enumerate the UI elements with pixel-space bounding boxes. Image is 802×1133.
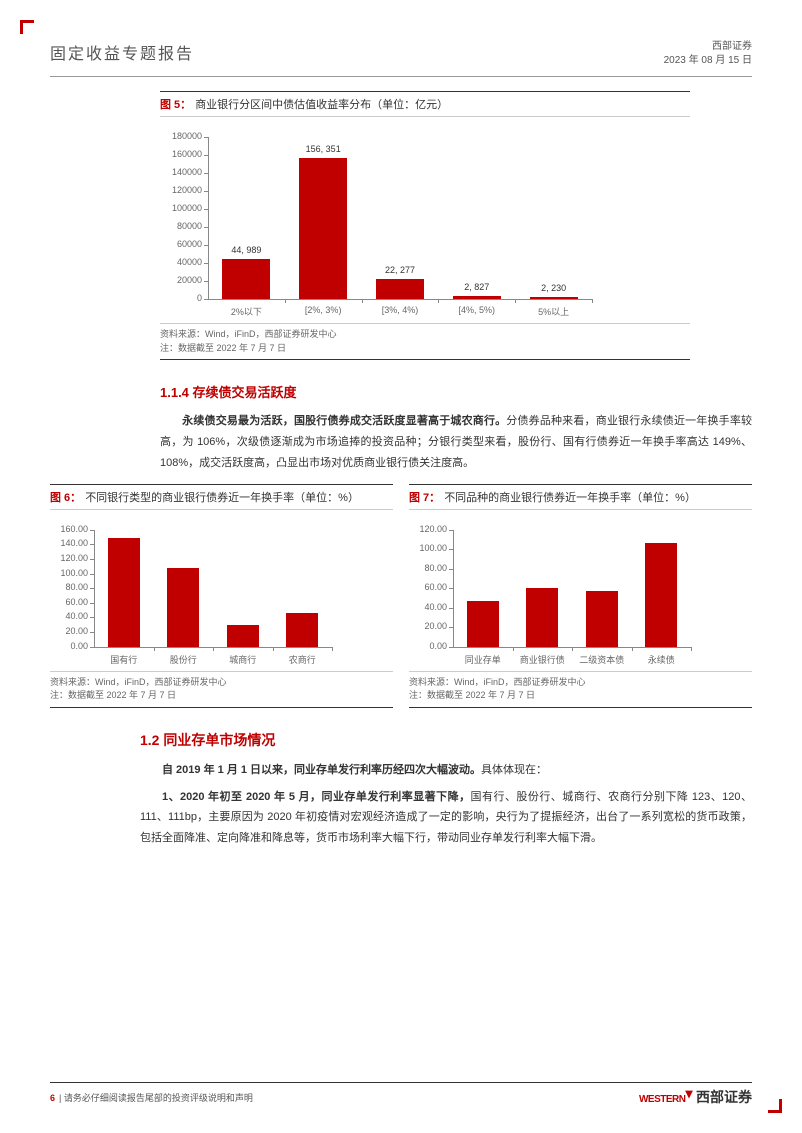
company-name: 西部证券 [664, 40, 752, 54]
section-12-p1-rest: 具体体现在： [481, 764, 547, 776]
bar [286, 613, 318, 647]
header-meta: 西部证券 2023 年 08 月 15 日 [664, 40, 752, 68]
bar [530, 297, 578, 299]
section-12-p1: 自 2019 年 1 月 1 日以来，同业存单发行利率历经四次大幅波动。具体体现… [140, 760, 752, 781]
bar-value-label: 44, 989 [231, 245, 261, 255]
category-label: [4%, 5%) [437, 305, 517, 315]
ytick-label: 20000 [160, 275, 202, 285]
ytick-label: 40000 [160, 257, 202, 267]
ytick-label: 80.00 [409, 563, 447, 573]
bar [645, 543, 677, 646]
bar [376, 279, 424, 299]
ytick-label: 80.00 [50, 582, 88, 592]
ytick-label: 60000 [160, 239, 202, 249]
footer-text: 6| 请务必仔细阅读报告尾部的投资评级说明和声明 [50, 1091, 253, 1104]
figure-6-source: 资料来源：Wind，iFinD，西部证券研发中心 注：数据截至 2022 年 7… [50, 671, 393, 708]
ytick-label: 0.00 [409, 641, 447, 651]
bar [227, 625, 259, 647]
category-label: 永续债 [621, 653, 701, 666]
bar [108, 538, 140, 647]
section-12-p2: 1、2020 年初至 2020 年 5 月，同业存单发行利率显著下降，国有行、股… [140, 787, 752, 850]
bar [586, 591, 618, 647]
section-12-p2-bold: 1、2020 年初至 2020 年 5 月，同业存单发行利率显著下降， [162, 791, 471, 803]
figure-5: 图 5： 商业银行分区间中债估值收益率分布（单位：亿元） 0 20000 40000 6… [160, 91, 690, 360]
figure-6-label: 图 6： [50, 492, 81, 504]
ytick-label: 180000 [160, 131, 202, 141]
footer-disclaimer: 请务必仔细阅读报告尾部的投资评级说明和声明 [64, 1093, 253, 1103]
logo-mark-icon: WESTERN▾ [639, 1089, 692, 1106]
section-12-title: 1.2 同业存单市场情况 [140, 730, 752, 750]
figure-7-title: 图 7： 不同品种的商业银行债券近一年换手率（单位：%） [409, 484, 752, 510]
figure-7-source-text: 资料来源：Wind，iFinD，西部证券研发中心 [409, 676, 752, 690]
figure-7-source: 资料来源：Wind，iFinD，西部证券研发中心 注：数据截至 2022 年 7… [409, 671, 752, 708]
figure-5-title: 图 5： 商业银行分区间中债估值收益率分布（单位：亿元） [160, 91, 690, 117]
figure-7-caption: 不同品种的商业银行债券近一年换手率（单位：%） [444, 492, 696, 504]
bar-value-label: 2, 230 [541, 283, 566, 293]
report-title: 固定收益专题报告 [50, 40, 194, 64]
category-label: 农商行 [262, 653, 342, 666]
ytick-label: 60.00 [50, 597, 88, 607]
page-footer: 6| 请务必仔细阅读报告尾部的投资评级说明和声明 WESTERN▾ 西部证券 [50, 1082, 752, 1107]
ytick-label: 100000 [160, 203, 202, 213]
figure-6-source-text: 资料来源：Wind，iFinD，西部证券研发中心 [50, 676, 393, 690]
figure-5-label: 图 5： [160, 99, 191, 111]
ytick-label: 160.00 [50, 524, 88, 534]
ytick-label: 0.00 [50, 641, 88, 651]
category-label: 5%以上 [514, 305, 594, 318]
ytick-label: 40.00 [409, 602, 447, 612]
section-114-title: 1.1.4 存续债交易活跃度 [160, 382, 752, 401]
bar-value-label: 156, 351 [306, 144, 341, 154]
logo-text: 西部证券 [696, 1087, 752, 1107]
ytick-label: 100.00 [50, 568, 88, 578]
bar [467, 601, 499, 647]
ytick-label: 40.00 [50, 611, 88, 621]
category-label: [3%, 4%) [360, 305, 440, 315]
figure-6-note: 注：数据截至 2022 年 7 月 7 日 [50, 689, 393, 703]
ytick-label: 100.00 [409, 543, 447, 553]
page-header: 固定收益专题报告 西部证券 2023 年 08 月 15 日 [50, 40, 752, 77]
ytick-label: 120000 [160, 185, 202, 195]
ytick-label: 20.00 [50, 626, 88, 636]
figure-6-caption: 不同银行类型的商业银行债券近一年换手率（单位：%） [85, 492, 359, 504]
figure-5-source-text: 资料来源：Wind，iFinD，西部证券研发中心 [160, 328, 690, 342]
bar [526, 588, 558, 647]
corner-decoration-tl [20, 20, 34, 34]
section-12-p1-bold: 自 2019 年 1 月 1 日以来，同业存单发行利率历经四次大幅波动。 [162, 764, 481, 776]
ytick-label: 120.00 [409, 524, 447, 534]
page-number: 6 [50, 1093, 55, 1103]
ytick-label: 0 [160, 293, 202, 303]
ytick-label: 20.00 [409, 621, 447, 631]
figure-5-source: 资料来源：Wind，iFinD，西部证券研发中心 注：数据截至 2022 年 7… [160, 323, 690, 360]
bar [453, 296, 501, 299]
corner-decoration-br [768, 1099, 782, 1113]
bar-value-label: 2, 827 [464, 282, 489, 292]
figure-7: 图 7： 不同品种的商业银行债券近一年换手率（单位：%） 0.00 20.00 40.… [409, 484, 752, 708]
figure-6-chart: 0.00 20.00 40.00 60.00 80.00 100.00 120.00 140.… [50, 516, 340, 671]
bar [222, 259, 270, 299]
ytick-label: 120.00 [50, 553, 88, 563]
bar [299, 158, 347, 299]
category-label: 2%以下 [206, 305, 286, 318]
figure-7-note: 注：数据截至 2022 年 7 月 7 日 [409, 689, 752, 703]
category-label: [2%, 3%) [283, 305, 363, 315]
figure-5-note: 注：数据截至 2022 年 7 月 7 日 [160, 342, 690, 356]
figure-5-chart: 0 20000 40000 60000 80000 100000 120000 140000 1… [160, 123, 600, 323]
section-114-para: 永续债交易最为活跃，国股行债券成交活跃度显著高于城农商行。分债券品种来看，商业银… [160, 411, 752, 474]
ytick-label: 60.00 [409, 582, 447, 592]
figure-6: 图 6： 不同银行类型的商业银行债券近一年换手率（单位：%） 0.00 20.00 4… [50, 484, 393, 708]
figure-6-title: 图 6： 不同银行类型的商业银行债券近一年换手率（单位：%） [50, 484, 393, 510]
report-date: 2023 年 08 月 15 日 [664, 54, 752, 68]
bar-value-label: 22, 277 [385, 265, 415, 275]
figure-7-label: 图 7： [409, 492, 440, 504]
figure-7-chart: 0.0020.0040.0060.0080.00100.00120.00同业存单… [409, 516, 699, 671]
figure-5-caption: 商业银行分区间中债估值收益率分布（单位：亿元） [195, 99, 448, 111]
ytick-label: 140.00 [50, 538, 88, 548]
ytick-label: 80000 [160, 221, 202, 231]
figure-6-7-row: 图 6： 不同银行类型的商业银行债券近一年换手率（单位：%） 0.00 20.00 4… [50, 484, 752, 708]
ytick-label: 160000 [160, 149, 202, 159]
company-logo: WESTERN▾ 西部证券 [639, 1087, 752, 1107]
section-114-bold: 永续债交易最为活跃，国股行债券成交活跃度显著高于城农商行。 [182, 415, 506, 427]
ytick-label: 140000 [160, 167, 202, 177]
bar [167, 568, 199, 647]
